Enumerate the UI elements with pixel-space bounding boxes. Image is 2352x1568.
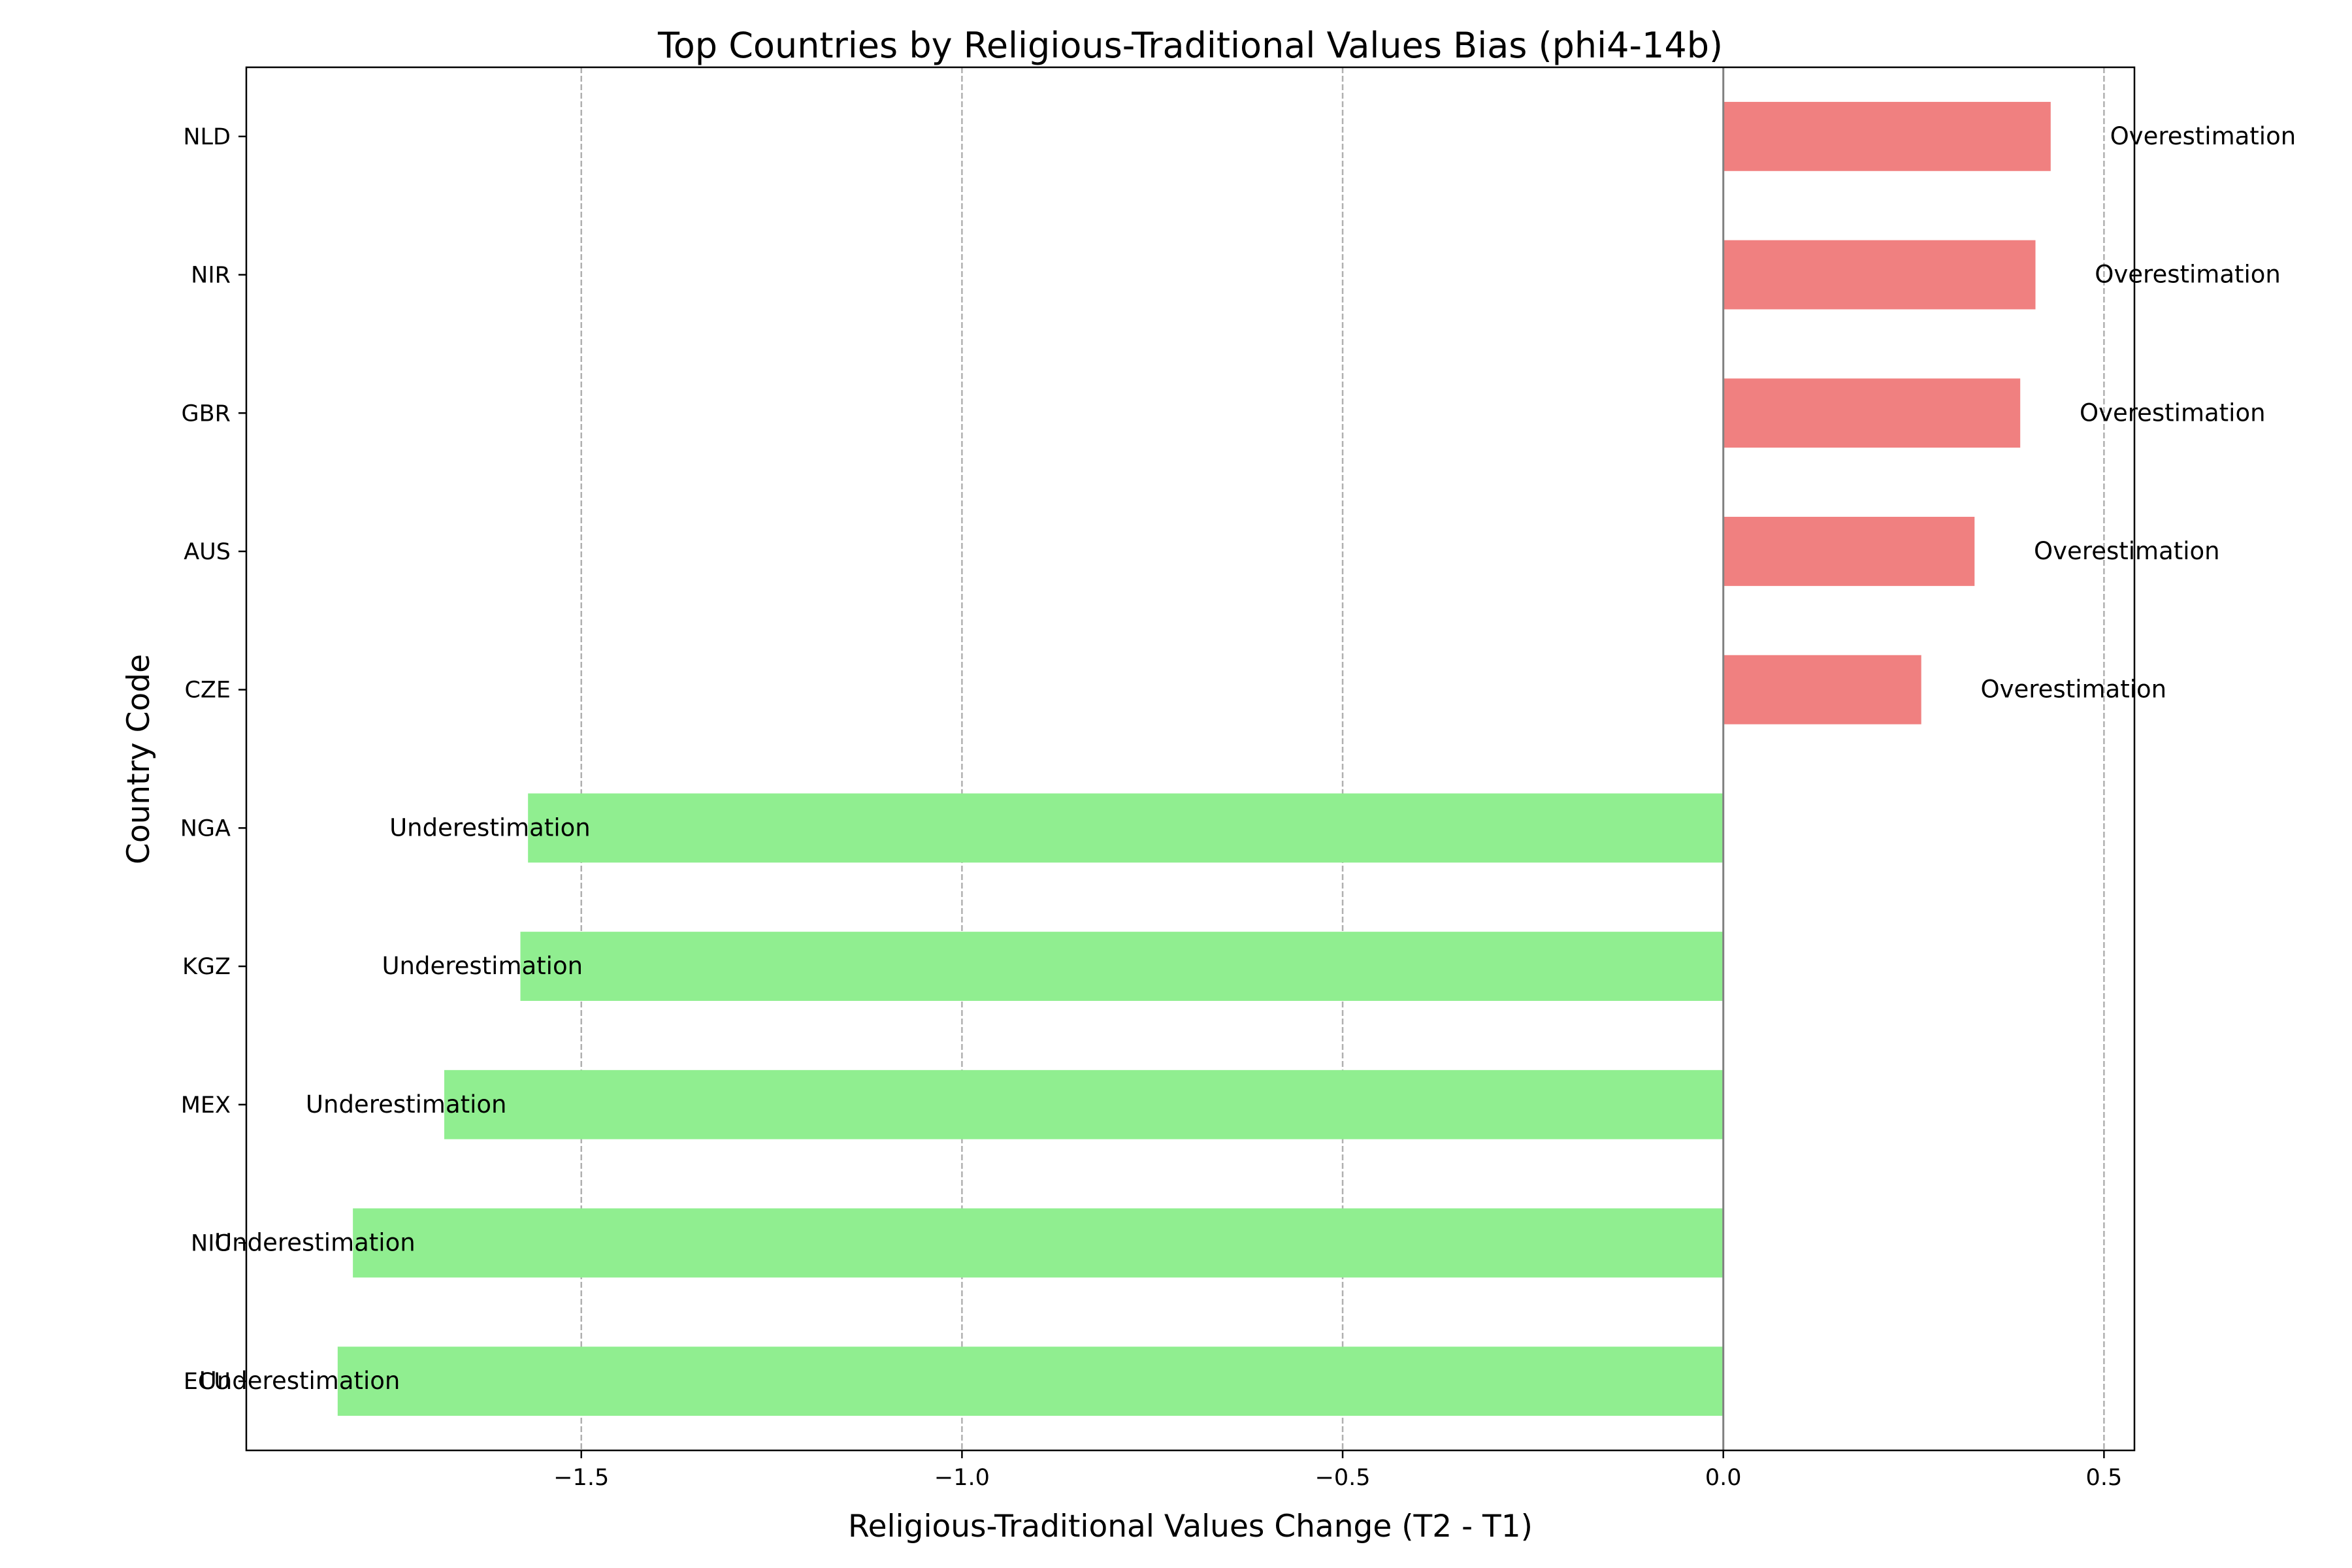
x-axis-label: Religious-Traditional Values Change (T2 …: [848, 1509, 1533, 1544]
bar-label-cze: Overestimation: [1980, 676, 2166, 704]
y-tick-label-cze: CZE: [184, 678, 231, 704]
y-tick-label-kgz: KGZ: [182, 954, 231, 980]
y-axis-ticks: NLD NIR GBR AUS CZE NGA KGZ MEX NIC ECU: [180, 124, 246, 1395]
bar-label-kgz: Underestimation: [382, 952, 583, 980]
y-tick-label-nir: NIR: [191, 263, 231, 289]
y-axis-label: Country Code: [121, 654, 157, 864]
y-tick-label-gbr: GBR: [182, 400, 231, 427]
y-tick-label-nga: NGA: [180, 815, 231, 841]
bar-label-aus: Overestimation: [2034, 537, 2220, 565]
y-tick-label-nld: NLD: [183, 124, 231, 150]
bar-label-nga: Underestimation: [389, 813, 591, 841]
x-tick-label: 0.5: [2086, 1465, 2123, 1491]
bar-label-nic: Underestimation: [214, 1228, 416, 1256]
bar-nir: [1723, 240, 2036, 310]
x-axis-ticks: −1.5 −1.0 −0.5 0.0 0.5: [553, 1450, 2122, 1491]
y-tick-label-aus: AUS: [184, 539, 231, 565]
bar-mex: [444, 1070, 1723, 1139]
chart-title: Top Countries by Religious-Traditional V…: [657, 25, 1723, 66]
bar-nic: [353, 1208, 1723, 1278]
bar-nld: [1723, 101, 2051, 171]
bar-kgz: [520, 932, 1723, 1001]
bars: [337, 101, 2051, 1416]
x-tick-label: −1.0: [934, 1465, 990, 1491]
y-tick-label-mex: MEX: [181, 1092, 231, 1119]
x-tick-label: −0.5: [1315, 1465, 1371, 1491]
bar-ecu: [337, 1347, 1723, 1416]
bar-label-nld: Overestimation: [2110, 122, 2296, 150]
bar-label-nir: Overestimation: [2095, 261, 2281, 289]
bar-label-ecu: Underestimation: [199, 1367, 400, 1395]
bar-nga: [528, 793, 1723, 863]
x-tick-label: −1.5: [553, 1465, 609, 1491]
bar-aus: [1723, 517, 1975, 586]
x-tick-label: 0.0: [1705, 1465, 1742, 1491]
bar-label-mex: Underestimation: [306, 1090, 507, 1119]
plot-frame: [245, 66, 2136, 1452]
bar-cze: [1723, 655, 1921, 725]
bar-annotations: Overestimation Overestimation Overestimati…: [199, 122, 2296, 1395]
bar-gbr: [1723, 378, 2021, 448]
bar-label-gbr: Overestimation: [2080, 399, 2266, 427]
y-tick-label-nic: NIC: [191, 1230, 231, 1256]
y-tick-label-ecu: ECU: [184, 1369, 231, 1395]
